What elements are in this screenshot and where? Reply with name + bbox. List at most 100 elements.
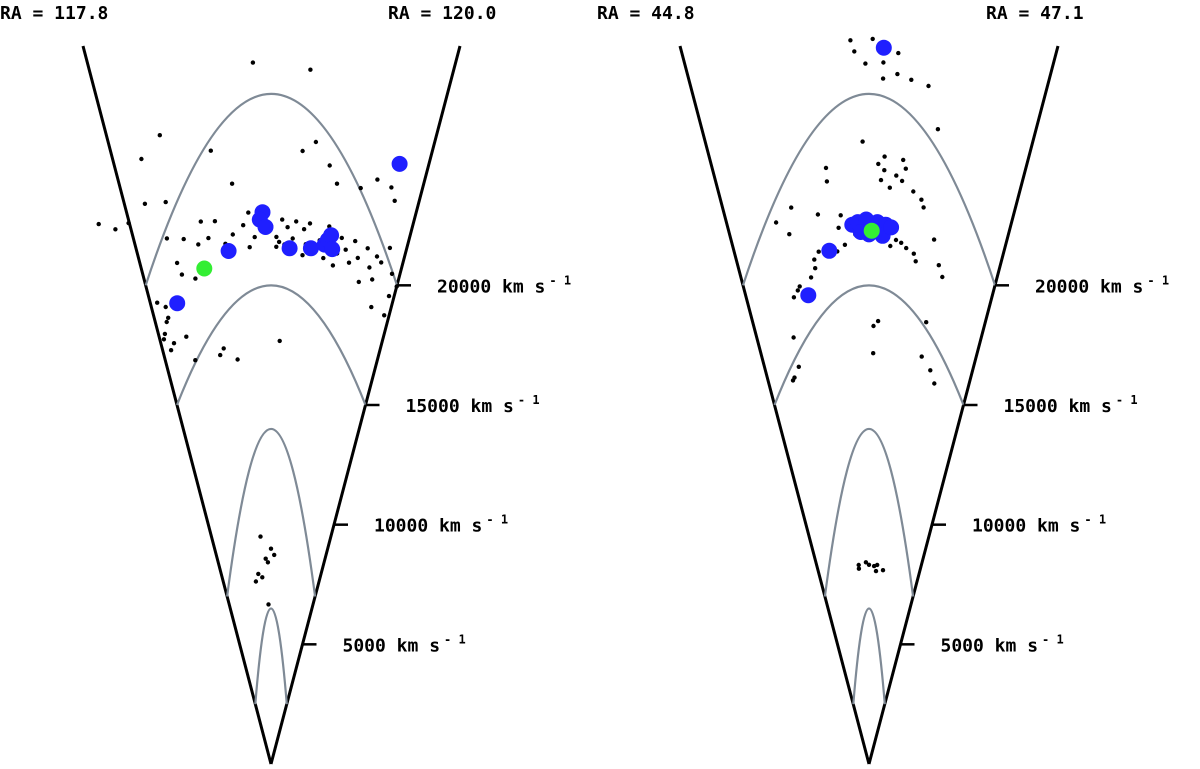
galaxy-point	[301, 227, 307, 232]
galaxy-point	[96, 221, 101, 227]
galaxy-point	[285, 225, 290, 230]
galaxy-point	[899, 240, 904, 245]
galaxy-point	[113, 227, 118, 232]
galaxy-point	[241, 223, 246, 228]
galaxy-point	[823, 165, 829, 171]
galaxy-point	[163, 199, 168, 205]
galaxy-point	[212, 219, 218, 224]
galaxy-point	[253, 579, 259, 584]
galaxy-point	[901, 157, 906, 163]
galaxy-point	[339, 235, 344, 241]
galaxy-point	[928, 368, 933, 373]
galaxy-point	[268, 546, 274, 551]
galaxy-point	[300, 148, 305, 154]
velocity-arc	[852, 607, 886, 705]
galaxy-point	[256, 571, 261, 577]
member-point	[391, 155, 408, 172]
member-point	[281, 240, 298, 257]
ra-left-label: RA = 117.8	[0, 3, 108, 24]
galaxy-point	[894, 173, 899, 178]
galaxy-point	[842, 242, 848, 247]
galaxy-point	[848, 38, 853, 43]
velocity-tick-label: 10000 km s- 1	[374, 513, 508, 537]
galaxy-point	[155, 300, 160, 305]
galaxy-point	[936, 263, 941, 268]
galaxy-point	[863, 560, 869, 565]
galaxy-point	[813, 266, 818, 271]
galaxy-point	[882, 168, 887, 173]
galaxy-point	[796, 364, 801, 369]
galaxy-point	[773, 220, 779, 225]
galaxy-point	[926, 83, 931, 89]
velocity-arc	[823, 427, 915, 597]
galaxy-point	[370, 277, 375, 282]
velocity-tick-label: 20000 km s- 1	[1035, 273, 1169, 297]
galaxy-point	[300, 253, 305, 258]
member-point	[169, 295, 186, 312]
member-point	[875, 39, 892, 56]
galaxy-point	[308, 67, 313, 72]
galaxy-point	[863, 61, 868, 66]
galaxy-point	[208, 148, 213, 153]
galaxy-point	[365, 246, 370, 251]
velocity-tick-label: 10000 km s- 1	[972, 513, 1106, 537]
member-point	[800, 287, 817, 304]
galaxy-point	[924, 320, 929, 325]
galaxy-point	[181, 236, 186, 242]
galaxy-point	[931, 237, 937, 242]
galaxy-point	[881, 60, 886, 65]
galaxy-point	[797, 284, 802, 289]
velocity-tick-label: 15000 km s- 1	[1004, 393, 1138, 417]
galaxy-point	[353, 238, 358, 244]
galaxy-point	[330, 263, 336, 268]
galaxy-point	[838, 213, 843, 218]
galaxy-point	[198, 219, 203, 224]
galaxy-point	[789, 205, 794, 210]
galaxy-point	[218, 352, 223, 358]
galaxy-point	[252, 234, 257, 240]
galaxy-point	[206, 235, 211, 241]
galaxy-point	[880, 568, 886, 573]
galaxy-point	[790, 378, 796, 383]
galaxy-point	[866, 562, 872, 567]
galaxy-point	[880, 76, 886, 81]
galaxy-point	[334, 181, 340, 186]
galaxy-point	[265, 560, 271, 565]
galaxy-point	[272, 552, 277, 558]
galaxy-point	[274, 234, 279, 240]
galaxy-point	[887, 185, 892, 190]
velocity-tick-label: 5000 km s- 1	[941, 632, 1064, 656]
velocity-tick-label: 5000 km s- 1	[343, 632, 466, 656]
galaxy-point	[294, 219, 299, 224]
member-point	[220, 243, 237, 259]
ra-right-label: RA = 47.1	[986, 3, 1084, 24]
galaxy-point	[139, 156, 144, 162]
galaxy-point	[258, 534, 263, 539]
galaxy-point	[787, 232, 792, 237]
galaxy-point	[899, 178, 905, 184]
galaxy-point	[904, 245, 909, 251]
galaxy-point	[157, 133, 162, 138]
galaxy-point	[893, 237, 899, 243]
galaxy-point	[263, 556, 268, 561]
galaxy-point	[327, 163, 332, 168]
galaxy-point	[230, 232, 235, 237]
galaxy-point	[389, 271, 395, 276]
galaxy-point	[875, 318, 881, 324]
highlight-point	[196, 260, 213, 277]
galaxy-point	[870, 36, 875, 42]
velocity-arc	[741, 93, 997, 286]
galaxy-point	[940, 274, 945, 280]
galaxy-point	[860, 139, 865, 144]
galaxy-point	[795, 288, 800, 293]
velocity-arc	[773, 284, 965, 406]
galaxy-point	[392, 198, 397, 203]
galaxy-point	[374, 254, 380, 259]
galaxy-point	[184, 334, 189, 339]
galaxy-point	[935, 127, 941, 132]
galaxy-point	[280, 217, 285, 222]
galaxy-point	[888, 243, 893, 249]
galaxy-point	[161, 337, 167, 342]
galaxy-point	[815, 212, 821, 217]
